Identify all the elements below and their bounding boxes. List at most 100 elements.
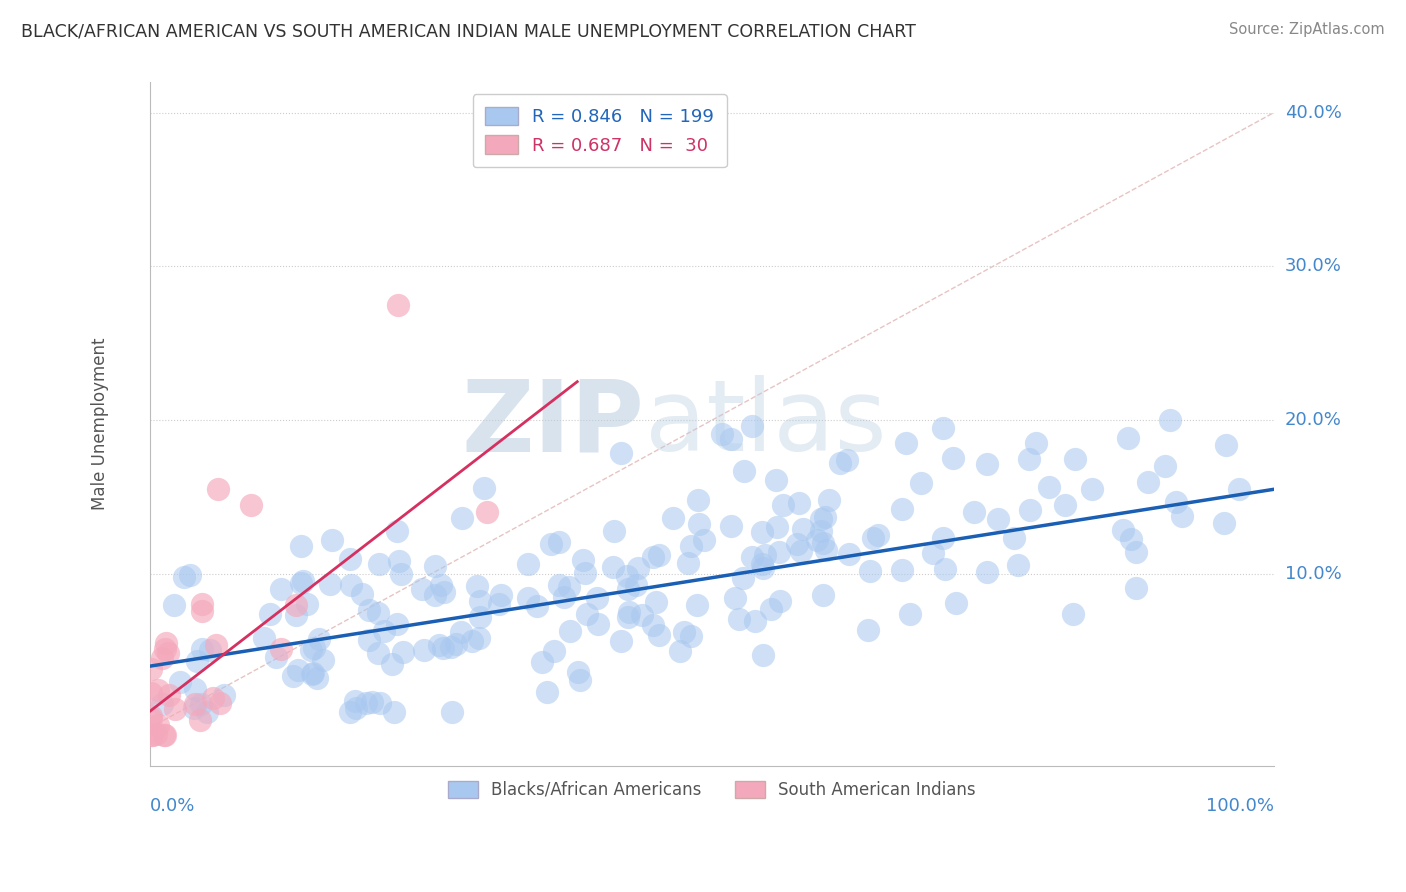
Point — [558, 580, 581, 594]
Point — [373, 624, 395, 638]
Point — [270, 582, 292, 596]
Point — [1112, 523, 1135, 537]
Point — [934, 561, 956, 575]
Point — [643, 617, 665, 632]
Point — [488, 598, 510, 612]
Point — [412, 643, 434, 657]
Point — [183, 701, 205, 715]
Point — [472, 481, 495, 495]
Point — [751, 557, 773, 571]
Point — [910, 476, 932, 491]
Point — [179, 567, 201, 582]
Point — [259, 607, 281, 621]
Point — [208, 696, 231, 710]
Point — [526, 599, 548, 614]
Point — [818, 493, 841, 508]
Point — [586, 616, 609, 631]
Point — [838, 547, 860, 561]
Point — [786, 537, 808, 551]
Point — [617, 582, 640, 597]
Point — [1119, 533, 1142, 547]
Point — [1038, 480, 1060, 494]
Text: ZIP: ZIP — [461, 376, 645, 473]
Point — [668, 644, 690, 658]
Point — [720, 519, 742, 533]
Point — [859, 564, 882, 578]
Point — [1116, 431, 1139, 445]
Point — [290, 539, 312, 553]
Point — [1159, 413, 1181, 427]
Point — [205, 638, 228, 652]
Point — [253, 631, 276, 645]
Point — [1019, 502, 1042, 516]
Point — [141, 712, 163, 726]
Point — [387, 616, 409, 631]
Point — [368, 558, 391, 572]
Point — [769, 593, 792, 607]
Point — [837, 453, 859, 467]
Text: 20.0%: 20.0% — [1285, 411, 1341, 429]
Legend: Blacks/African Americans, South American Indians: Blacks/African Americans, South American… — [441, 774, 983, 805]
Point — [1212, 516, 1234, 530]
Point — [645, 595, 668, 609]
Point — [741, 418, 763, 433]
Point — [568, 673, 591, 687]
Point — [467, 579, 489, 593]
Point — [792, 522, 814, 536]
Point — [467, 631, 489, 645]
Point — [359, 602, 381, 616]
Point — [811, 588, 834, 602]
Point — [1018, 451, 1040, 466]
Point — [1062, 607, 1084, 621]
Point — [1137, 475, 1160, 489]
Point — [148, 718, 170, 732]
Point — [427, 638, 450, 652]
Point — [1053, 498, 1076, 512]
Point — [190, 697, 212, 711]
Point — [575, 607, 598, 621]
Point — [157, 688, 180, 702]
Point — [321, 533, 343, 547]
Point — [441, 705, 464, 719]
Point — [942, 450, 965, 465]
Point — [295, 597, 318, 611]
Point — [350, 587, 373, 601]
Point — [571, 553, 593, 567]
Point — [195, 705, 218, 719]
Point — [1025, 435, 1047, 450]
Point — [423, 559, 446, 574]
Point — [616, 569, 638, 583]
Point — [468, 594, 491, 608]
Point — [811, 536, 834, 550]
Point — [1166, 494, 1188, 508]
Point — [1081, 483, 1104, 497]
Point — [344, 701, 367, 715]
Point — [198, 642, 221, 657]
Point — [806, 533, 828, 548]
Point — [444, 638, 467, 652]
Point — [451, 511, 474, 525]
Point — [184, 681, 207, 696]
Point — [976, 565, 998, 579]
Point — [190, 597, 212, 611]
Point — [553, 590, 575, 604]
Point — [339, 578, 361, 592]
Text: 100.0%: 100.0% — [1206, 797, 1274, 814]
Point — [932, 420, 955, 434]
Point — [318, 576, 340, 591]
Point — [672, 625, 695, 640]
Point — [945, 596, 967, 610]
Point — [759, 602, 782, 616]
Point — [602, 560, 624, 574]
Point — [585, 591, 607, 605]
Point — [150, 697, 173, 711]
Point — [627, 561, 650, 575]
Point — [752, 648, 775, 662]
Point — [450, 624, 472, 639]
Point — [387, 298, 409, 312]
Point — [299, 642, 322, 657]
Point — [976, 457, 998, 471]
Point — [270, 641, 292, 656]
Point — [156, 646, 179, 660]
Point — [150, 651, 173, 665]
